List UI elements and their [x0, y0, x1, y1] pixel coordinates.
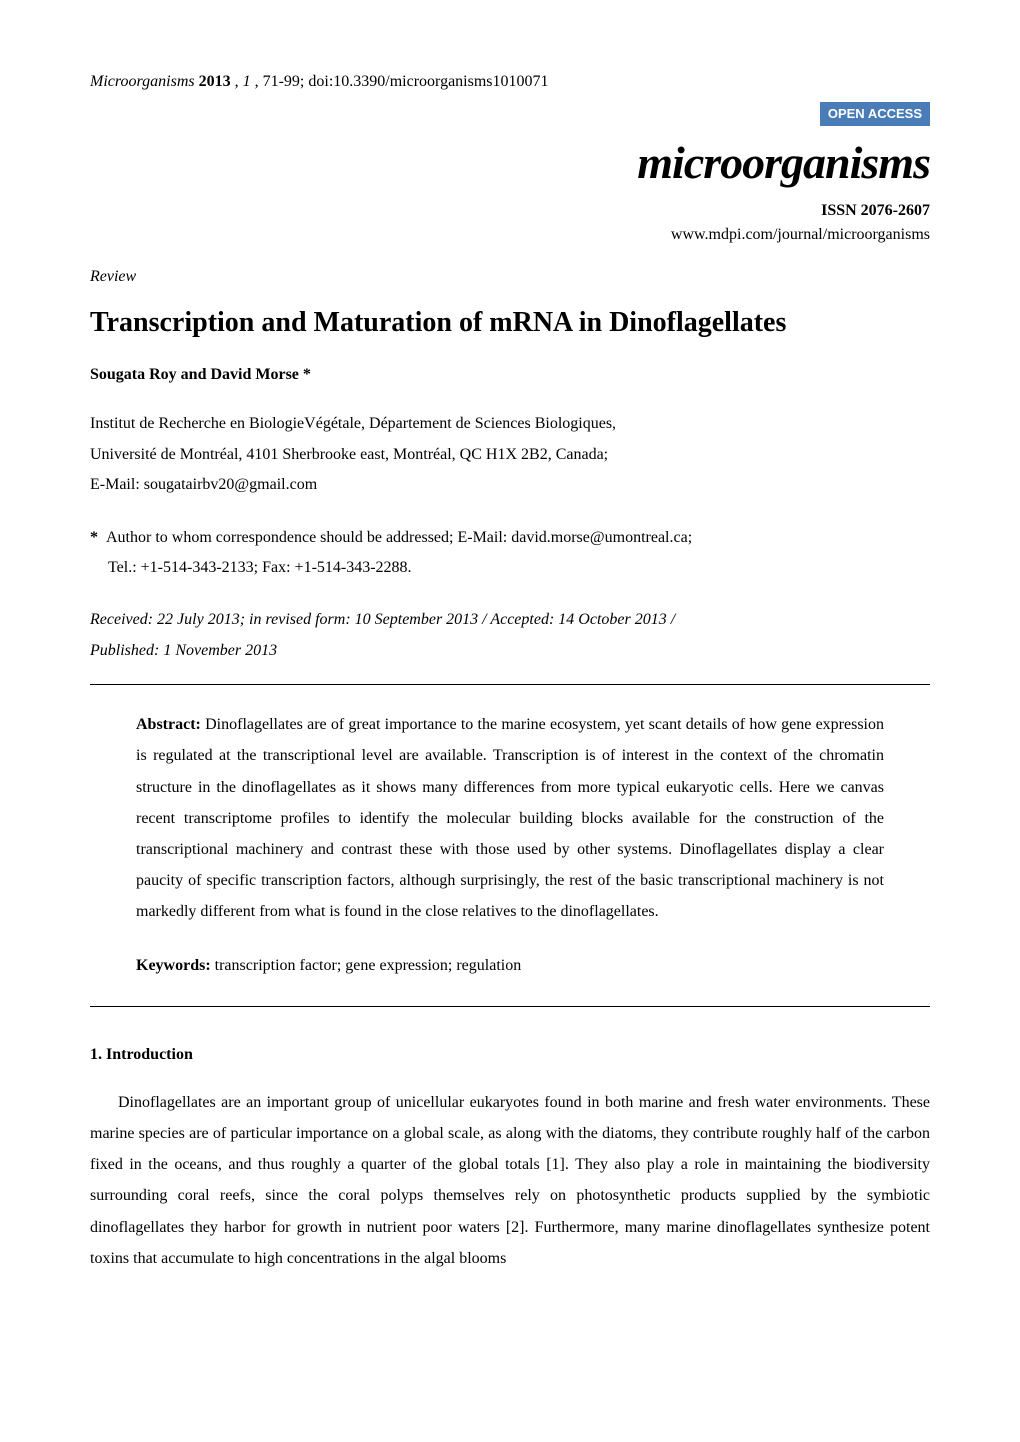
year: 2013: [199, 73, 231, 90]
journal-logo-row: microorganisms: [90, 128, 930, 197]
open-access-row: OPEN ACCESS: [90, 102, 930, 126]
correspondence: * Author to whom correspondence should b…: [90, 523, 930, 584]
divider: [90, 684, 930, 685]
affiliation: Institut de Recherche en BiologieVégétal…: [90, 409, 930, 500]
header-citation: Microorganisms 2013 , 1 , 71-99; doi:10.…: [90, 70, 930, 94]
correspondence-line: Author to whom correspondence should be …: [106, 529, 692, 546]
keywords-text: transcription factor; gene expression; r…: [211, 957, 522, 974]
keywords-label: Keywords:: [136, 957, 211, 974]
issn: ISSN 2076-2607: [90, 199, 930, 223]
affiliation-line: Institut de Recherche en BiologieVégétal…: [90, 415, 616, 432]
affiliation-line: E-Mail: sougatairbv20@gmail.com: [90, 476, 317, 493]
open-access-badge: OPEN ACCESS: [820, 102, 930, 126]
abstract-text: Dinoflagellates are of great importance …: [136, 716, 884, 920]
section-heading: 1. Introduction: [90, 1043, 930, 1067]
abstract-label: Abstract:: [136, 716, 201, 733]
body-paragraph: Dinoflagellates are an important group o…: [90, 1087, 930, 1274]
article-title: Transcription and Maturation of mRNA in …: [90, 305, 930, 341]
dates: Received: 22 July 2013; in revised form:…: [90, 605, 930, 666]
article-type: Review: [90, 265, 930, 289]
abstract-block: Abstract: Dinoflagellates are of great i…: [90, 709, 930, 982]
journal-name: Microorganisms: [90, 73, 195, 90]
dates-line: Received: 22 July 2013; in revised form:…: [90, 611, 675, 628]
dates-line: Published: 1 November 2013: [90, 642, 277, 659]
correspondence-line: Tel.: +1-514-343-2133; Fax: +1-514-343-2…: [108, 559, 412, 576]
correspondence-asterisk: *: [90, 529, 98, 546]
journal-url: www.mdpi.com/journal/microorganisms: [90, 223, 930, 247]
authors: Sougata Roy and David Morse *: [90, 363, 930, 387]
pages-doi: , 71-99; doi:10.3390/microorganisms10100…: [255, 73, 549, 90]
journal-logo: microorganisms: [637, 137, 930, 188]
affiliation-line: Université de Montréal, 4101 Sherbrooke …: [90, 446, 608, 463]
volume: 1: [243, 73, 251, 90]
divider: [90, 1006, 930, 1007]
abstract: Abstract: Dinoflagellates are of great i…: [136, 709, 884, 927]
keywords: Keywords: transcription factor; gene exp…: [136, 951, 884, 981]
